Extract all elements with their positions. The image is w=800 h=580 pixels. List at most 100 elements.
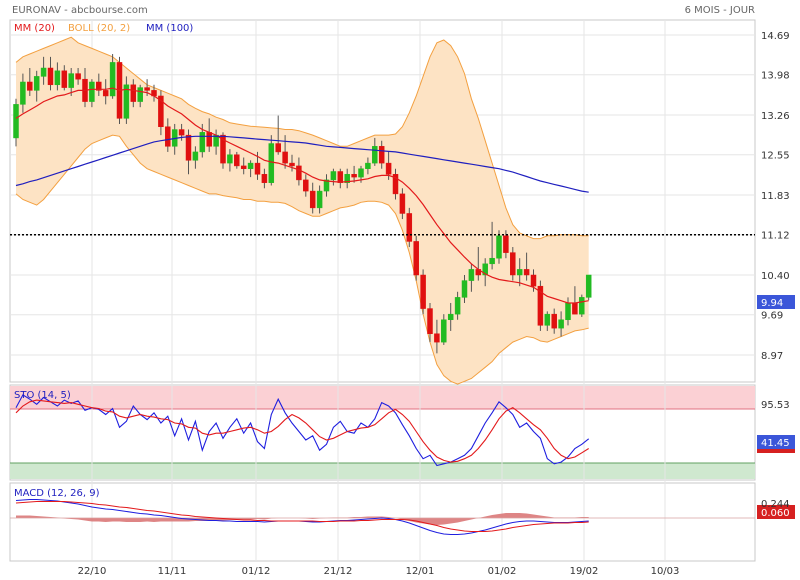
candle	[220, 132, 226, 169]
candle	[75, 68, 81, 85]
candle	[289, 154, 295, 172]
candle	[316, 185, 323, 214]
sto-k-line	[15, 394, 590, 467]
candle	[330, 168, 337, 186]
macd-last-value: 0.060	[761, 508, 790, 519]
macd-histogram	[16, 513, 589, 525]
candle	[468, 263, 475, 292]
x-tick-label: 10/03	[651, 566, 680, 577]
candle	[27, 68, 33, 96]
candle	[247, 160, 254, 178]
candle	[137, 84, 143, 108]
price-tick-label: 11.12	[761, 231, 790, 242]
candle	[102, 79, 109, 105]
candle	[420, 269, 426, 315]
candle	[309, 182, 316, 214]
candle	[392, 168, 399, 200]
candle	[303, 174, 309, 197]
candle	[537, 280, 544, 331]
stochastic-lines	[15, 394, 590, 467]
candle	[516, 258, 523, 287]
macd-panel-frame	[9, 482, 756, 562]
chart-source-label: EURONAV - abcbourse.com	[12, 5, 148, 16]
candle	[33, 70, 40, 102]
sto-tick-label: 95.53	[761, 400, 790, 411]
candle	[551, 308, 557, 334]
candle	[296, 157, 302, 186]
price-tick-label: 8.97	[761, 351, 783, 362]
legend-ma20: MM (20)	[14, 23, 55, 34]
legend-bollinger: BOLL (20, 2)	[68, 23, 130, 34]
sto-overbought-zone	[10, 386, 755, 409]
candle	[585, 274, 592, 301]
price-tick-label: 11.83	[761, 191, 790, 202]
candle	[482, 258, 488, 287]
candle	[96, 73, 102, 96]
price-tick-label: 12.55	[761, 151, 790, 162]
x-tick-label: 11/11	[158, 566, 187, 577]
candle	[544, 311, 551, 331]
sto-last-value: 41.45	[761, 438, 790, 449]
candle	[13, 98, 19, 147]
candle	[68, 68, 74, 96]
candle	[427, 302, 433, 343]
candle	[447, 302, 454, 331]
candle	[20, 73, 26, 113]
candle	[275, 115, 281, 155]
candle	[434, 319, 440, 354]
ma100-line	[15, 135, 589, 193]
candle	[344, 168, 350, 189]
candle	[47, 56, 54, 91]
x-tick-label: 19/02	[570, 566, 599, 577]
candle	[489, 221, 495, 270]
candle	[579, 294, 585, 317]
sto-d-line	[15, 399, 589, 463]
candle	[123, 76, 130, 124]
candle	[523, 252, 530, 281]
bollinger-lower-line	[15, 134, 589, 385]
candle	[240, 157, 247, 175]
candle	[461, 275, 468, 303]
candle	[365, 157, 371, 175]
candle	[530, 269, 537, 292]
candles-layer	[13, 54, 592, 354]
candle	[158, 90, 164, 136]
candle	[234, 151, 240, 169]
candle	[89, 79, 95, 108]
x-tick-label: 12/01	[406, 566, 435, 577]
x-tick-label: 21/12	[324, 566, 353, 577]
price-tick-label: 13.26	[761, 111, 790, 122]
price-tick-label: 10.40	[761, 271, 790, 282]
moving-averages	[15, 87, 589, 304]
chart-period-label: 6 MOIS - JOUR	[685, 5, 755, 16]
price-tick-label: 9.69	[761, 311, 783, 322]
candle	[130, 79, 137, 108]
price-last-badge-bg	[757, 295, 795, 309]
x-tick-label: 01/02	[488, 566, 517, 577]
sto-oversold-zone	[10, 463, 755, 479]
ma20-line	[15, 87, 589, 304]
candle	[454, 291, 461, 320]
macd-last-badge-bg	[757, 505, 795, 519]
candle	[165, 118, 171, 152]
x-tick-label: 01/12	[242, 566, 271, 577]
candle	[399, 188, 406, 220]
price-last-value: 9.94	[761, 298, 783, 309]
price-tick-label: 14.69	[761, 31, 790, 42]
y-axis-labels: 14.69 13.98 13.26 12.55 11.83 11.12 10.40 9.69 8…	[761, 31, 790, 362]
macd-tick-label: 0.244	[761, 499, 790, 510]
x-tick-label: 22/10	[78, 566, 107, 577]
candle	[268, 135, 275, 186]
legend-ma100: MM (100)	[146, 23, 193, 34]
macd-signal-line	[15, 500, 589, 533]
candle	[351, 165, 357, 183]
legend-sto: STO (14, 5)	[14, 390, 71, 401]
macd-lines	[10, 498, 755, 536]
candle	[406, 207, 413, 248]
candle	[378, 140, 385, 169]
candle	[227, 149, 233, 172]
candle	[510, 247, 516, 281]
candle	[109, 54, 116, 99]
